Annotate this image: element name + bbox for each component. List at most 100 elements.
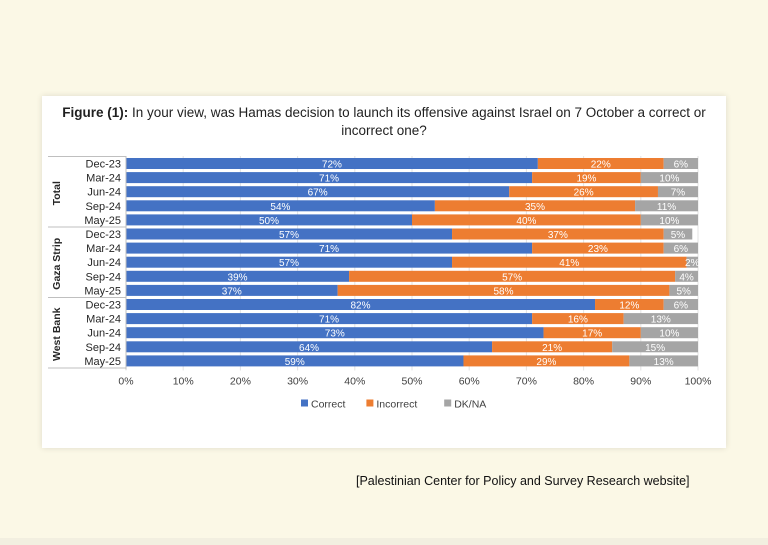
x-tick-label: 0% xyxy=(118,376,133,388)
bar-segment xyxy=(126,186,510,198)
bar-segment xyxy=(640,214,698,226)
category-label: Mar-24 xyxy=(86,314,121,326)
category-label: Dec-23 xyxy=(86,159,121,171)
category-label: May-25 xyxy=(84,215,121,227)
bar-segment xyxy=(640,172,698,184)
data-label: 5% xyxy=(676,286,691,297)
category-label: May-25 xyxy=(84,356,121,368)
bar-segment xyxy=(635,200,698,212)
bar-segment xyxy=(595,299,664,310)
chart-title: Figure (1): In your view, was Hamas deci… xyxy=(42,104,726,140)
bar-segment xyxy=(492,341,613,353)
data-label: 26% xyxy=(574,188,594,199)
x-tick-label: 100% xyxy=(685,376,712,388)
bar-segment xyxy=(349,270,676,282)
bar-segment xyxy=(657,186,698,198)
bar-segment xyxy=(126,284,338,296)
bar-segment xyxy=(126,341,493,353)
category-label: Jun-24 xyxy=(87,328,121,340)
data-label: 15% xyxy=(645,343,665,354)
group-label: Gaza Strip xyxy=(51,238,63,290)
bar-segment xyxy=(434,200,636,212)
bar-segment xyxy=(126,299,596,310)
bar-segment xyxy=(126,228,453,240)
data-label: 11% xyxy=(657,202,676,213)
data-label: 10% xyxy=(659,216,679,227)
category-label: Dec-23 xyxy=(86,229,121,241)
data-label: 10% xyxy=(659,174,679,185)
group-label: West Bank xyxy=(51,307,63,361)
legend-swatch xyxy=(366,399,374,407)
category-label: Dec-23 xyxy=(86,300,121,312)
bar-segment xyxy=(640,327,698,339)
x-tick-label: 40% xyxy=(344,376,365,388)
category-label: Jun-24 xyxy=(87,187,121,199)
data-label: 71% xyxy=(319,244,339,255)
x-tick-label: 90% xyxy=(630,376,651,388)
data-label: 19% xyxy=(576,174,596,185)
data-label: 7% xyxy=(671,188,686,199)
legend-label: DK/NA xyxy=(454,399,486,411)
data-label: 64% xyxy=(299,343,319,354)
bar-segment xyxy=(532,242,664,254)
data-label: 54% xyxy=(270,202,290,213)
bar-segment xyxy=(686,256,698,268)
data-label: 37% xyxy=(548,230,568,241)
bar-segment xyxy=(675,270,698,282)
category-label: Sep-24 xyxy=(86,271,121,283)
data-label: 58% xyxy=(494,286,514,297)
data-label: 73% xyxy=(325,329,345,340)
group-label: Total xyxy=(51,181,63,205)
bottom-strip xyxy=(0,538,768,545)
data-label: 16% xyxy=(568,315,588,326)
legend-swatch xyxy=(301,399,308,407)
data-label: 12% xyxy=(619,301,639,312)
x-tick-label: 70% xyxy=(516,376,537,388)
bar-segment xyxy=(126,313,533,325)
data-label: 4% xyxy=(679,272,694,283)
bar-segment xyxy=(126,256,453,268)
bar-segment xyxy=(337,284,670,296)
data-label: 6% xyxy=(674,160,689,171)
data-label: 82% xyxy=(351,301,371,312)
data-label: 37% xyxy=(222,286,242,297)
stacked-bar-chart: Dec-23 72% 22% 6% Mar-24 71% 19% 10% Jun-24 67% 26… xyxy=(48,156,712,411)
chart-card: Figure (1): In your view, was Hamas deci… xyxy=(42,96,726,448)
data-label: 2% xyxy=(685,258,700,269)
category-label: Sep-24 xyxy=(86,201,121,213)
data-label: 57% xyxy=(279,258,299,269)
x-tick-label: 60% xyxy=(459,376,480,388)
x-tick-label: 30% xyxy=(287,376,308,388)
data-label: 21% xyxy=(542,343,562,354)
chart-title-figure: Figure (1): xyxy=(62,105,129,120)
data-label: 41% xyxy=(559,258,579,269)
bar-segment xyxy=(663,158,698,169)
bar-segment xyxy=(612,341,698,353)
source-caption: [Palestinian Center for Policy and Surve… xyxy=(356,474,690,488)
data-label: 6% xyxy=(674,301,689,312)
data-label: 50% xyxy=(259,216,279,227)
bar-segment xyxy=(126,172,533,184)
data-label: 35% xyxy=(525,202,545,213)
bar-segment xyxy=(126,214,412,226)
data-label: 5% xyxy=(671,230,686,241)
data-label: 72% xyxy=(322,160,342,171)
data-label: 57% xyxy=(279,230,299,241)
legend-label: Incorrect xyxy=(376,399,417,411)
data-label: 17% xyxy=(582,329,602,340)
bar-segment xyxy=(126,242,533,254)
bar-segment xyxy=(629,355,698,367)
bar-segment xyxy=(532,313,624,325)
data-label: 59% xyxy=(285,357,305,368)
bar-segment xyxy=(669,284,698,296)
bar-segment xyxy=(126,200,435,212)
bar-segment xyxy=(452,256,687,268)
bar-segment xyxy=(663,228,693,240)
data-label: 71% xyxy=(319,315,339,326)
x-tick-label: 10% xyxy=(173,376,194,388)
x-tick-label: 80% xyxy=(573,376,594,388)
chart-title-text: In your view, was Hamas decision to laun… xyxy=(131,105,706,138)
data-label: 13% xyxy=(651,315,671,326)
bar-segment xyxy=(452,228,664,240)
